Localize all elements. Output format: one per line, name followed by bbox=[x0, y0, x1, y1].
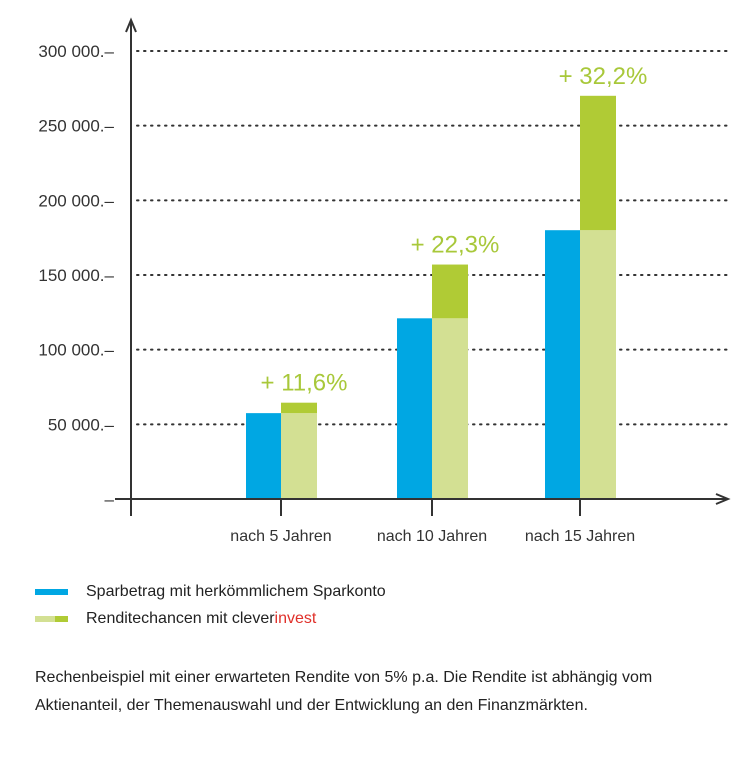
percent-gain-label: + 22,3% bbox=[411, 232, 500, 259]
percent-gain-label: + 32,2% bbox=[559, 63, 648, 90]
percent-gain-label: + 11,6% bbox=[261, 370, 348, 397]
legend-label: Sparbetrag mit herkömmlichem Sparkonto bbox=[86, 582, 386, 600]
y-tick-label: 250 000.– bbox=[38, 117, 114, 136]
footnote: Rechenbeispiel mit einer erwarteten Rend… bbox=[35, 669, 653, 714]
bar-sparkonto bbox=[397, 318, 432, 499]
legend: Sparbetrag mit herkömmlichem Sparkonto R… bbox=[35, 578, 386, 632]
bar-cleverinvest-base bbox=[580, 230, 616, 499]
y-tick-label: – bbox=[105, 490, 115, 509]
legend-label-prefix: Renditechancen mit clever bbox=[86, 609, 275, 627]
x-category-label: nach 5 Jahren bbox=[230, 528, 331, 545]
y-tick-label: 50 000.– bbox=[48, 415, 115, 434]
x-category-label: nach 10 Jahren bbox=[377, 528, 487, 545]
legend-label: Renditechancen mit cleverinvest bbox=[86, 610, 316, 628]
legend-swatch-blue bbox=[35, 588, 68, 595]
bar-sparkonto bbox=[246, 413, 281, 499]
bar-cleverinvest-gain bbox=[580, 95, 616, 231]
bar-sparkonto bbox=[545, 230, 580, 499]
legend-swatch-green bbox=[35, 615, 68, 622]
legend-label-brand: invest bbox=[274, 609, 317, 627]
y-tick-label: 200 000.– bbox=[38, 191, 114, 210]
bar-cleverinvest-gain bbox=[432, 264, 468, 319]
y-tick-label: 150 000.– bbox=[38, 266, 114, 285]
bar-cleverinvest-base bbox=[281, 413, 317, 499]
bar-cleverinvest-gain bbox=[281, 402, 317, 414]
y-tick-label: 300 000.– bbox=[38, 42, 114, 61]
y-axis-arrow-icon bbox=[125, 17, 137, 33]
bar-chart: – 50 000.– 100 000.– 150 000.– 200 000.– 250 … bbox=[38, 17, 731, 545]
legend-item-sparkonto: Sparbetrag mit herkömmlichem Sparkonto bbox=[35, 578, 386, 605]
legend-item-cleverinvest: Renditechancen mit cleverinvest bbox=[35, 605, 386, 632]
x-category-label: nach 15 Jahren bbox=[525, 528, 635, 545]
bar-cleverinvest-base bbox=[432, 318, 468, 499]
y-tick-label: 100 000.– bbox=[38, 341, 114, 360]
x-axis-arrow-icon bbox=[715, 493, 731, 505]
